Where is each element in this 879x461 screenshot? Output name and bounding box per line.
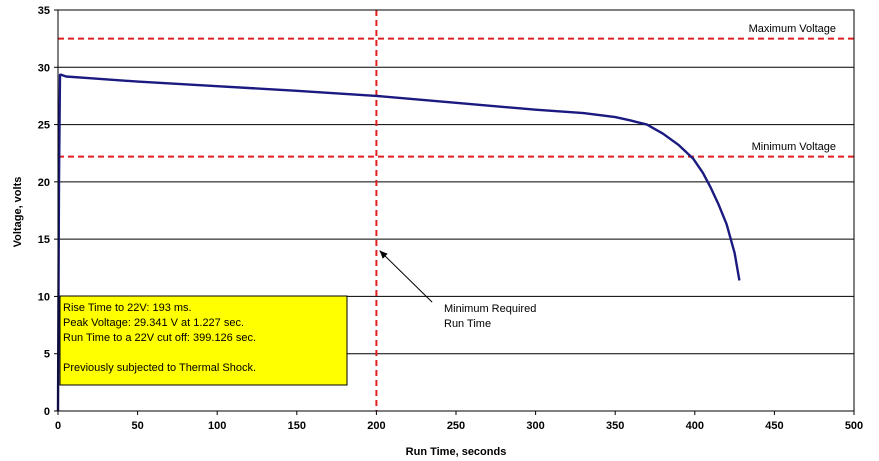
y-tick-label-25: 25 bbox=[38, 120, 50, 132]
min-voltage-label: Minimum Voltage bbox=[752, 141, 836, 153]
x-tick-label-300: 300 bbox=[526, 420, 544, 432]
annotation-arrowhead bbox=[379, 250, 388, 259]
y-tick-label-0: 0 bbox=[44, 406, 50, 418]
annotation-text-line-2: Run Time bbox=[444, 318, 491, 330]
info-box: Rise Time to 22V: 193 ms. Peak Voltage: … bbox=[59, 295, 348, 386]
annotation-arrow bbox=[379, 250, 433, 303]
info-line-run-time: Run Time to a 22V cut off: 399.126 sec. bbox=[63, 332, 256, 344]
y-tick-label-15: 15 bbox=[38, 234, 50, 246]
y-tick-label-30: 30 bbox=[38, 62, 50, 74]
y-axis-title: Voltage, volts bbox=[12, 177, 24, 248]
x-tick-label-0: 0 bbox=[55, 420, 61, 432]
plot-frame bbox=[57, 9, 855, 412]
reference-lines bbox=[58, 10, 854, 411]
x-tick-label-100: 100 bbox=[208, 420, 226, 432]
series-layer bbox=[56, 73, 741, 412]
y-tick-label-5: 5 bbox=[44, 349, 50, 361]
x-tick-label-400: 400 bbox=[686, 420, 704, 432]
info-line-rise-time: Rise Time to 22V: 193 ms. bbox=[63, 302, 192, 314]
y-tick-label-35: 35 bbox=[38, 5, 50, 17]
x-tick-label-50: 50 bbox=[131, 420, 143, 432]
y-tick-label-20: 20 bbox=[38, 177, 50, 189]
series-line-0 bbox=[56, 73, 741, 412]
x-tick-label-150: 150 bbox=[288, 420, 306, 432]
annotation-text-line-1: Minimum Required bbox=[444, 303, 536, 315]
info-line-thermal-shock: Previously subjected to Thermal Shock. bbox=[63, 362, 256, 374]
x-tick-label-500: 500 bbox=[845, 420, 863, 432]
x-tick-label-450: 450 bbox=[765, 420, 783, 432]
x-axis-title: Run Time, seconds bbox=[406, 446, 507, 458]
info-line-peak-voltage: Peak Voltage: 29.341 V at 1.227 sec. bbox=[63, 317, 244, 329]
y-tick-label-10: 10 bbox=[38, 291, 50, 303]
max-voltage-label: Maximum Voltage bbox=[749, 23, 836, 35]
x-tick-label-250: 250 bbox=[447, 420, 465, 432]
annotation-min-run-time: Minimum Required Run Time bbox=[379, 250, 536, 330]
info-box-background bbox=[59, 295, 348, 386]
axes bbox=[54, 9, 855, 415]
x-tick-label-200: 200 bbox=[367, 420, 385, 432]
x-tick-label-350: 350 bbox=[606, 420, 624, 432]
